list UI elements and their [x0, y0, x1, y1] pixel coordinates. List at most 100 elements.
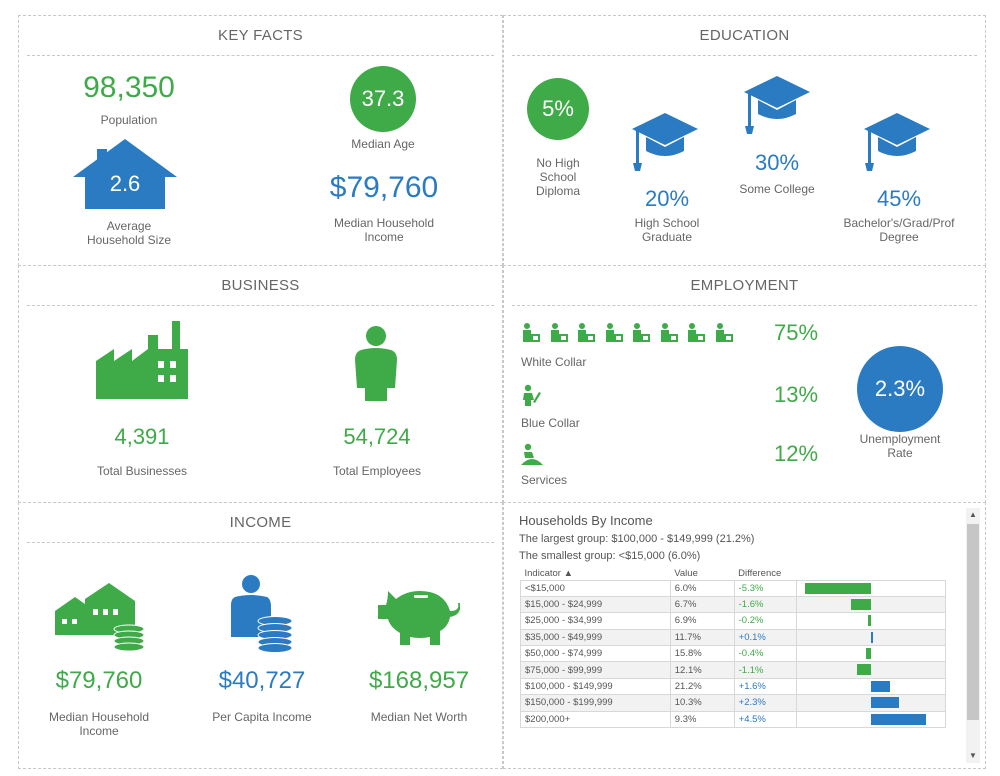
table-row[interactable]: $15,000 - $24,999 6.7% -1.6%	[520, 595, 947, 614]
difference-bar	[868, 615, 871, 627]
indicator-cell: $200,000+	[520, 710, 671, 729]
graduation-cap-icon	[864, 113, 930, 173]
no-hs-label-line2: School	[539, 170, 577, 184]
per-capita-income-label: Per Capita Income	[212, 710, 312, 724]
difference-bar-cell	[795, 694, 947, 712]
difference-bar	[870, 631, 873, 643]
services-value: 12%	[773, 441, 819, 466]
table-row[interactable]: $100,000 - $149,999 21.2% +1.6%	[520, 677, 947, 696]
table-row[interactable]: <$15,000 6.0% -5.3%	[520, 579, 947, 597]
value-cell: 6.7%	[669, 595, 735, 614]
household-size-value: 2.6	[109, 171, 141, 196]
unemployment-circle: 2.3%	[857, 346, 943, 432]
difference-bar	[857, 664, 871, 676]
indicator-cell: $35,000 - $49,999	[520, 628, 671, 647]
blue-collar-label: Blue Collar	[521, 416, 580, 430]
unemployment-label-line2: Rate	[887, 446, 913, 460]
difference-bar	[865, 648, 871, 660]
bachelors-value: 45%	[876, 186, 922, 211]
difference-bar-cell	[795, 579, 947, 597]
white-collar-icon	[604, 322, 624, 342]
indicator-cell: $100,000 - $149,999	[520, 677, 671, 696]
table-row[interactable]: $75,000 - $99,999 12.1% -1.1%	[520, 661, 947, 679]
white-collar-icon	[521, 322, 541, 342]
factory-icon	[96, 321, 188, 399]
blue-collar-value: 13%	[773, 382, 819, 407]
median-age-value: 37.3	[361, 86, 405, 111]
difference-cell: +1.6%	[733, 677, 797, 696]
total-businesses-label: Total Businesses	[96, 464, 188, 478]
hs-label-line2: Graduate	[641, 230, 693, 244]
difference-cell: -5.3%	[733, 579, 797, 597]
value-cell: 6.9%	[669, 612, 735, 630]
some-college-value: 30%	[754, 150, 800, 175]
value-cell: 11.7%	[669, 628, 735, 647]
white-collar-icon	[659, 322, 679, 342]
scroll-thumb[interactable]	[967, 524, 979, 720]
households-by-income-title: Households By Income	[519, 513, 653, 528]
total-employees-label: Total Employees	[332, 464, 422, 478]
table-row[interactable]: $50,000 - $74,999 15.8% -0.4%	[520, 645, 947, 663]
table-row[interactable]: $150,000 - $199,999 10.3% +2.3%	[520, 694, 947, 712]
key-facts-title: KEY FACTS	[27, 16, 494, 56]
median-net-worth-value: $168,957	[368, 667, 470, 694]
households-by-income-panel: Households By Income The largest group: …	[503, 502, 986, 769]
services-label: Services	[521, 473, 568, 487]
white-collar-icon	[549, 322, 569, 342]
difference-bar-cell	[795, 677, 947, 696]
difference-cell: -0.4%	[733, 645, 797, 663]
difference-column-header[interactable]: Difference	[738, 567, 782, 579]
table-row[interactable]: $200,000+ 9.3% +4.5%	[520, 710, 947, 729]
hs-label-line1: High School	[634, 216, 700, 230]
value-column-header[interactable]: Value	[674, 567, 698, 579]
graduation-cap-icon	[632, 113, 698, 173]
business-panel: BUSINESS 4,391 Total Businesses 54,724 T…	[18, 265, 503, 503]
difference-cell: -1.1%	[733, 661, 797, 679]
median-household-label-line1: Median Household	[48, 710, 150, 724]
difference-bar-cell	[795, 628, 947, 647]
value-cell: 6.0%	[669, 579, 735, 597]
employment-title: EMPLOYMENT	[512, 266, 977, 306]
indicator-cell: $50,000 - $74,999	[520, 645, 671, 663]
white-collar-icon	[631, 322, 651, 342]
median-income-label-line1: Median Household	[333, 216, 435, 230]
difference-cell: +2.3%	[733, 694, 797, 712]
no-hs-label-line3: Diploma	[535, 184, 580, 198]
table-row[interactable]: $25,000 - $34,999 6.9% -0.2%	[520, 612, 947, 630]
bachelors-label-line1: Bachelor's/Grad/Prof	[843, 216, 955, 230]
education-title: EDUCATION	[512, 16, 977, 56]
median-net-worth-label: Median Net Worth	[370, 710, 468, 724]
indicator-cell: $15,000 - $24,999	[520, 595, 671, 614]
piggy-bank-icon	[374, 583, 460, 645]
total-employees-value: 54,724	[343, 424, 411, 449]
difference-bar	[805, 582, 871, 594]
difference-cell: -0.2%	[733, 612, 797, 630]
indicator-column-header[interactable]: Indicator ▲	[524, 567, 573, 579]
vertical-scrollbar[interactable]: ▲ ▼	[966, 508, 980, 763]
difference-bar-cell	[795, 710, 947, 729]
education-panel: EDUCATION 5% No High School Diploma 20% …	[503, 15, 986, 266]
income-title: INCOME	[27, 503, 494, 543]
median-age-circle: 37.3	[350, 66, 416, 132]
value-cell: 12.1%	[669, 661, 735, 679]
median-household-income-value: $79,760	[329, 171, 439, 204]
difference-bar-cell	[795, 595, 947, 614]
business-title: BUSINESS	[27, 266, 494, 306]
median-household-label-line2: Income	[79, 724, 119, 738]
median-household-income-value-2: $79,760	[55, 667, 143, 694]
largest-group-text: The largest group: $100,000 - $149,999 (…	[519, 533, 755, 545]
blue-collar-icon	[521, 384, 543, 406]
unemployment-label: Unemployment Rate	[840, 432, 960, 460]
scroll-down-icon[interactable]: ▼	[969, 751, 977, 760]
difference-bar	[850, 598, 871, 610]
employment-panel: EMPLOYMENT 75% White Collar 13% Blue Col…	[503, 265, 986, 503]
person-icon	[355, 326, 397, 401]
indicator-cell: <$15,000	[520, 579, 671, 597]
key-facts-panel: KEY FACTS 98,350 Population 37.3 Median …	[18, 15, 503, 266]
difference-bar	[870, 697, 899, 709]
scroll-up-icon[interactable]: ▲	[969, 510, 977, 519]
table-row[interactable]: $35,000 - $49,999 11.7% +0.1%	[520, 628, 947, 647]
population-value: 98,350	[83, 71, 175, 104]
no-hs-label-line1: No High	[536, 156, 580, 170]
white-collar-icons	[521, 322, 761, 344]
